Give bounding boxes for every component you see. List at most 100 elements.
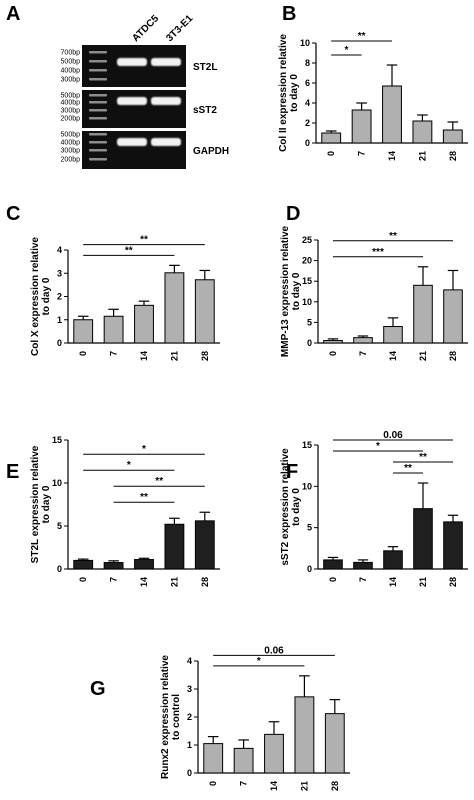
x-tick-label: 14 [387,151,397,161]
y-tick-label: 1 [187,740,192,750]
ladder-band [89,60,107,63]
ladder-band [89,117,107,120]
panel-letter-g: G [90,678,106,700]
bar [353,561,373,570]
x-tick-label: 0 [326,151,336,156]
x-tick-label: 28 [200,351,210,361]
y-tick-label: 10 [52,478,62,488]
lane-label-3t3-e1: 3T3-E1 [164,13,195,44]
ladder-label: 500bp [61,59,81,66]
ladder-band [89,149,107,152]
bar [442,129,463,144]
sample-band [117,97,147,105]
bar [134,304,154,344]
y-tick-label: 3 [187,684,192,694]
significance-label: ** [404,463,412,474]
y-tick-label: 4 [187,656,192,666]
y-tick-label: 25 [302,235,312,245]
significance-label: * [344,45,348,56]
gel-panel-a: A ATDC5 3T3-E1 700bp500bp400bp300bpST2L5… [6,3,229,169]
x-tick-label: 0 [328,351,338,356]
x-tick-label: 21 [169,577,179,587]
y-tick-label: 15 [302,276,312,286]
y-tick-label: 20 [302,256,312,266]
x-tick-label: 21 [169,351,179,361]
gel-block-label: sST2 [193,105,217,116]
x-tick-label: 7 [109,577,119,582]
bar [73,319,94,344]
y-axis-label: to day 0 [41,485,52,523]
bar [73,559,94,570]
x-tick-label: 28 [448,577,458,587]
y-axis-label: to day 0 [291,272,302,310]
x-tick-label: 14 [139,577,149,587]
x-tick-label: 14 [139,351,149,361]
significance-label: 0.06 [383,430,403,441]
x-tick-label: 21 [418,351,428,361]
panel-letter-e: E [6,461,19,483]
ladder-band [89,109,107,112]
ladder-band [89,78,107,81]
y-axis-label: to day 0 [291,488,302,526]
bar [323,340,343,344]
y-tick-label: 0 [57,338,62,348]
y-axis-label: Col II expression relative [278,34,289,152]
y-tick-label: 0 [307,338,312,348]
ladder-label: 400bp [61,68,81,75]
x-tick-label: 14 [269,781,279,791]
ladder-label: 400bp [61,140,81,147]
ladder-label: 300bp [61,108,81,115]
bar [264,733,284,774]
y-axis-label: ST2L expression relative [30,445,41,563]
y-tick-label: 0 [57,564,62,574]
x-tick-label: 28 [448,151,458,161]
ladder-label: 200bp [61,116,81,123]
bar [134,559,154,570]
bar [413,508,433,570]
bar [351,109,372,144]
y-tick-label: 5 [57,521,62,531]
x-tick-label: 7 [109,351,119,356]
y-tick-label: 4 [57,245,62,255]
x-tick-label: 7 [358,351,368,356]
bar [382,85,402,144]
x-tick-label: 14 [388,577,398,587]
ladder-band [89,158,107,161]
y-tick-label: 4 [305,98,310,108]
bar [413,284,433,344]
y-tick-label: 3 [57,268,62,278]
x-tick-label: 0 [78,577,88,582]
panel-letter-b: B [282,3,296,25]
x-tick-label: 21 [418,577,428,587]
ladder-label: 300bp [61,148,81,155]
bar [321,132,342,144]
bar [164,272,185,344]
ladder-label: 500bp [61,93,81,100]
significance-label: ** [140,235,148,246]
ladder-label: 500bp [61,132,81,139]
x-tick-label: 21 [299,781,309,791]
y-tick-label: 15 [302,440,312,450]
bar [412,120,433,144]
bar [443,289,463,344]
bar [164,523,185,570]
y-tick-label: 5 [307,523,312,533]
y-tick-label: 1 [57,315,62,325]
significance-label: * [127,460,131,471]
chart-g: G 0 1 2 3 4 Runx2 expression relative to contro… [90,645,350,791]
ladder-band [89,69,107,72]
y-axis-label: Runx2 expression relative [160,655,171,779]
chart-d: D 0 5 10 15 20 25 MMP-13 expression relative to … [280,203,468,361]
significance-label: * [142,444,146,455]
y-axis-label: MMP-13 expression relative [280,225,291,357]
bar [194,279,215,344]
significance-label: ** [358,31,366,42]
significance-label: ** [125,245,133,256]
bar [203,743,224,774]
y-tick-label: 0 [307,564,312,574]
y-tick-label: 6 [305,78,310,88]
gel-block-label: GAPDH [193,146,229,157]
significance-label: ** [419,452,427,463]
y-tick-label: 0 [305,138,310,148]
